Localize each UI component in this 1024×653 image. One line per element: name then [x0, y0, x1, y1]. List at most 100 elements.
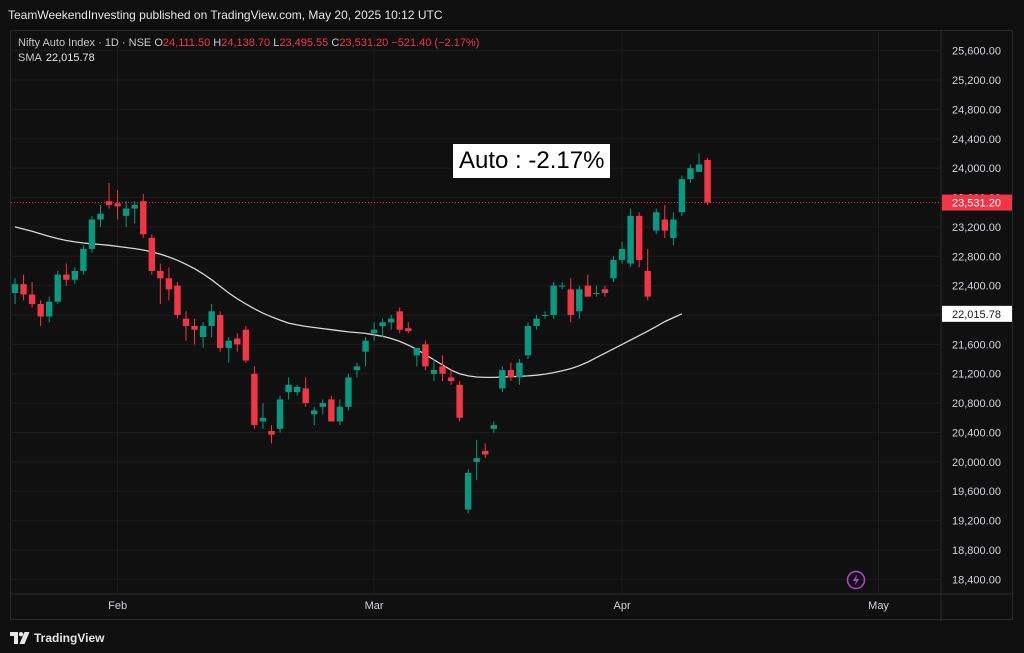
- candle-body: [336, 406, 344, 422]
- candle-body: [174, 285, 181, 315]
- candle-body: [293, 386, 301, 393]
- candle-body: [131, 204, 138, 209]
- candle-body: [430, 370, 438, 374]
- candle-body: [456, 384, 463, 418]
- legend-open-value: 24,111.50: [162, 37, 211, 49]
- candle-body: [37, 303, 44, 317]
- candle-body: [541, 315, 549, 316]
- candle-body: [71, 270, 79, 280]
- candle-body: [225, 340, 232, 349]
- candle-body: [88, 219, 96, 249]
- y-tick-label: 19,200.00: [952, 516, 1001, 528]
- sma-line: [14, 226, 683, 379]
- last-price-label: 23,531.20: [952, 198, 1001, 210]
- candle-body: [388, 318, 395, 323]
- candle-body: [678, 179, 686, 213]
- candle-body: [405, 328, 412, 332]
- candle-body: [353, 366, 361, 371]
- candle-body: [199, 326, 207, 338]
- candle-body: [148, 237, 155, 271]
- candle-body: [63, 274, 70, 280]
- candle-body: [165, 278, 173, 290]
- y-tick-label: 20,400.00: [952, 427, 1001, 439]
- candle-body: [644, 270, 651, 297]
- candle-body: [464, 472, 472, 510]
- y-tick-label: 21,200.00: [952, 369, 1001, 381]
- sma-legend-row[interactable]: SMA 22,015.78: [18, 51, 479, 66]
- candle-body: [157, 270, 164, 279]
- candle-body: [285, 384, 292, 393]
- candle-body: [302, 388, 309, 404]
- candle-body: [345, 377, 352, 407]
- candle-body: [516, 362, 523, 378]
- candle-body: [618, 248, 626, 260]
- legend-sma-label: SMA: [18, 52, 42, 64]
- legend-open-label: O: [154, 37, 163, 49]
- candle-body: [635, 215, 643, 260]
- candle-body: [11, 284, 19, 293]
- candle-body: [695, 164, 703, 172]
- y-tick-label: 19,600.00: [952, 486, 1001, 498]
- candle-body: [182, 318, 190, 327]
- candle-body: [114, 203, 121, 207]
- candle-body: [567, 289, 574, 315]
- candle-body: [328, 399, 335, 422]
- candle-body: [362, 340, 369, 352]
- sma-value-label: 22,015.78: [952, 309, 1001, 321]
- candle-body: [319, 403, 326, 407]
- ohlc-legend-row: Nifty Auto Index · 1D · NSE O24,111.50 H…: [18, 36, 479, 51]
- candle-body: [234, 338, 241, 345]
- legend-close-label: C: [331, 37, 340, 49]
- annotation-label[interactable]: Auto : -2.17%: [453, 144, 611, 178]
- candle-body: [251, 373, 258, 426]
- candle-body: [610, 259, 617, 279]
- candle-body: [311, 410, 318, 415]
- candle-body: [191, 326, 198, 330]
- tradingview-logo-text: TradingView: [34, 631, 105, 645]
- header-bar: TeamWeekendInvesting published on Tradin…: [0, 0, 1024, 30]
- candle-body: [499, 370, 506, 389]
- candle-body: [259, 417, 267, 422]
- candle-body: [105, 201, 113, 205]
- x-tick-label: Mar: [365, 600, 384, 612]
- candle-body: [687, 168, 694, 180]
- chart-panel[interactable]: 18,400.00 18,800.00 19,200.00 19,600.00 20,0…: [10, 30, 1014, 621]
- candle-body: [268, 431, 275, 435]
- y-tick-label: 22,400.00: [952, 281, 1001, 293]
- candle-body: [447, 377, 455, 382]
- chart-legend: Nifty Auto Index · 1D · NSE O24,111.50 H…: [18, 36, 479, 66]
- candle-body: [576, 289, 583, 312]
- tradingview-logo-icon: [10, 632, 30, 644]
- y-tick-label: 23,200.00: [952, 222, 1001, 234]
- candle-body: [54, 274, 61, 302]
- legend-change: −521.40 (−2.17%): [391, 37, 480, 49]
- candle-body: [627, 215, 634, 264]
- y-tick-label: 24,000.00: [952, 163, 1001, 175]
- candle-body: [653, 212, 660, 231]
- candle-body: [97, 213, 104, 220]
- candle-body: [550, 285, 557, 315]
- candle-body: [413, 348, 421, 356]
- last-price-badge: [942, 194, 1012, 211]
- legend-high-value: 24,138.70: [221, 37, 271, 49]
- candle-body: [217, 315, 224, 349]
- lightning-alert-icon[interactable]: [846, 570, 866, 590]
- candle-body: [661, 219, 668, 231]
- tradingview-logo[interactable]: TradingView: [10, 631, 104, 645]
- legend-symbol[interactable]: Nifty Auto Index · 1D · NSE: [18, 37, 152, 49]
- candle-body: [140, 201, 147, 235]
- candle-body: [601, 289, 609, 293]
- x-tick-label: May: [868, 600, 889, 612]
- legend-low-label: L: [273, 37, 280, 49]
- candle-body: [422, 344, 429, 367]
- candlestick-chart[interactable]: 18,400.00 18,800.00 19,200.00 19,600.00 20,0…: [11, 31, 1014, 621]
- candle-body: [490, 425, 497, 429]
- x-tick-label: Apr: [613, 600, 630, 612]
- candle-body: [276, 399, 284, 429]
- candle-body: [379, 322, 386, 327]
- candle-body: [122, 208, 130, 216]
- y-tick-label: 25,200.00: [952, 75, 1001, 87]
- y-tick-label: 21,600.00: [952, 339, 1001, 351]
- candle-body: [482, 450, 489, 455]
